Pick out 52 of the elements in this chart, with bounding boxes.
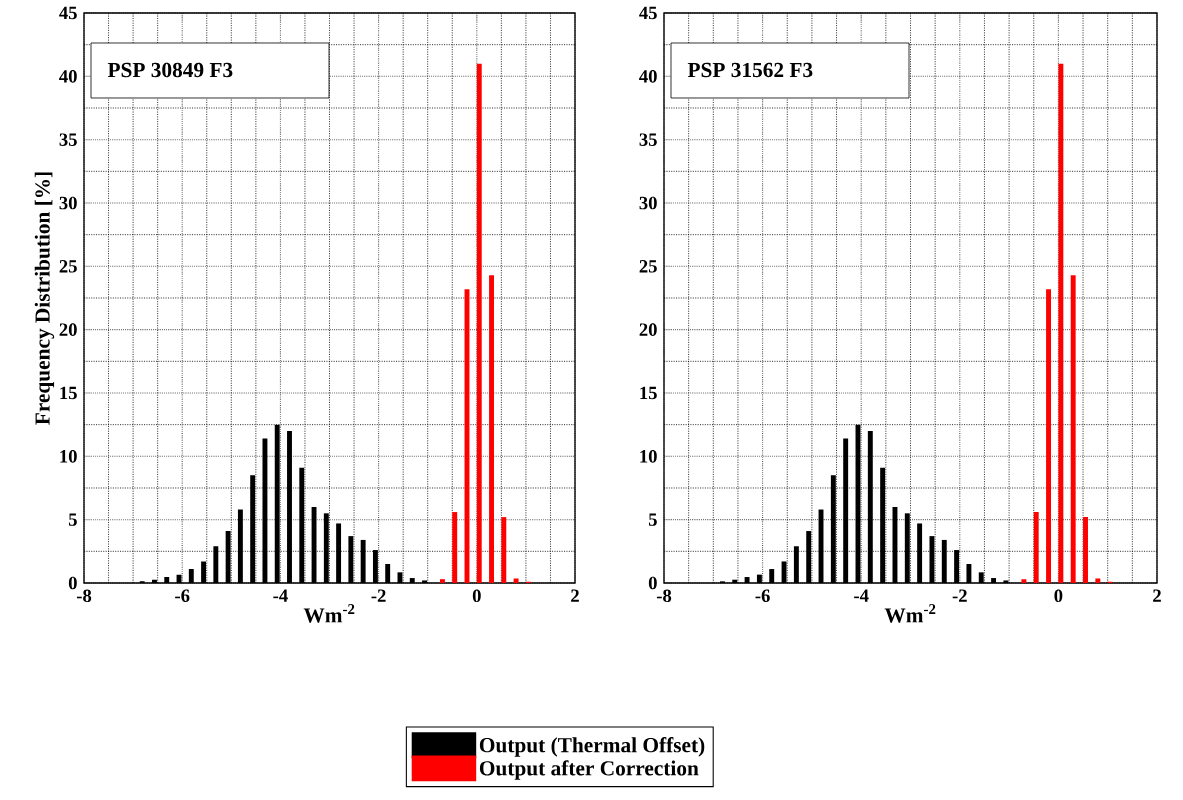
x-tick-label: -4 [854,589,869,602]
y-tick-label: 25 [639,260,657,273]
bar [1033,512,1039,583]
y-tick-label: 15 [60,386,77,400]
x-tick-label: 2 [571,589,579,602]
annotation: PSP 30849 F3 [107,62,233,78]
y-tick-label: 20 [59,323,77,336]
x-axis-title: Wm$^{-2}$ [303,604,355,623]
y-tick-label: 5 [648,513,657,526]
bar [1070,275,1076,583]
y-tick-label: 0 [648,576,657,590]
y-tick-label: 30 [59,196,77,210]
bar [1058,63,1064,583]
bar [489,275,494,583]
y-tick-label: 25 [59,260,77,273]
x-tick-label: -8 [76,589,92,603]
legend-label: Output after Correction [479,760,699,780]
bar [1095,578,1101,583]
y-tick-label: 45 [59,6,77,20]
legend-label: Output (Thermal Offset) [479,737,705,757]
y-tick-label: 30 [639,196,657,210]
x-tick-label: -2 [952,589,967,602]
x-tick-label: -6 [755,589,770,603]
x-tick-label: 2 [1153,589,1161,602]
y-tick-label: 5 [68,513,77,526]
y-tick-label: 10 [640,450,657,463]
y-tick-label: 15 [640,386,657,400]
bar [1083,517,1088,583]
y-tick-label: 40 [639,70,657,83]
y-tick-label: 0 [68,576,77,590]
x-tick-label: 0 [472,589,481,603]
x-axis-title: Wm$^{-2}$ [884,604,936,623]
y-tick-label: 35 [639,133,657,146]
x-tick-label: -2 [371,589,386,602]
y-axis-title: Frequency Distribution [%] [34,172,55,425]
y-tick-label: 35 [59,133,77,146]
bar [476,63,482,583]
y-tick-label: 40 [59,70,77,83]
x-tick-label: 0 [1054,589,1063,603]
y-tick-label: 20 [639,323,657,336]
x-tick-label: -6 [175,589,190,603]
y-tick-label: 10 [60,450,77,463]
bar [452,512,458,583]
y-tick-label: 45 [639,6,657,20]
bar [1021,579,1027,583]
annotation: PSP 31562 F3 [687,62,813,78]
bar [439,579,445,583]
bar [513,578,519,583]
bar [501,517,507,583]
x-tick-label: -8 [656,589,672,603]
bar [1046,289,1052,583]
x-tick-label: -4 [273,589,288,602]
